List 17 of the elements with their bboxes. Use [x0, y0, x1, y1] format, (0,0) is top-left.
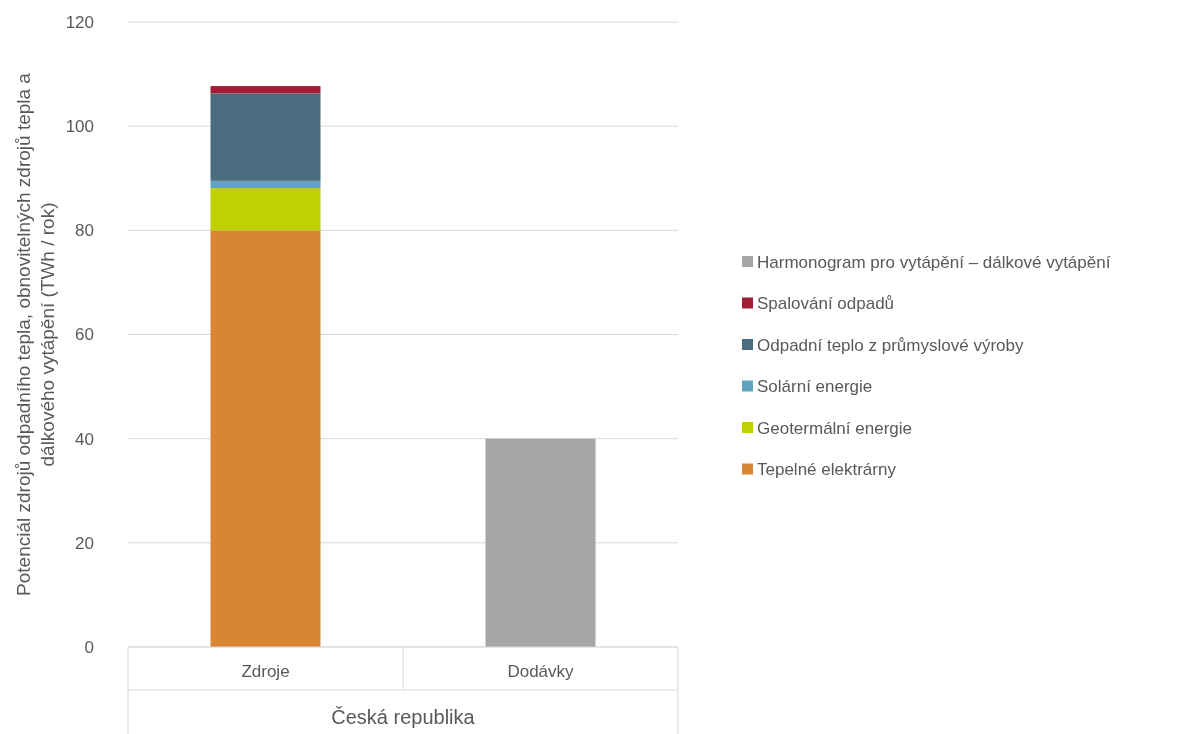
legend-label: Tepelné elektrárny — [757, 460, 897, 480]
y-tick-label: 100 — [65, 117, 94, 137]
legend-label: Geotermální energie — [757, 418, 912, 438]
x-axis-title: Česká republika — [331, 706, 476, 728]
y-axis-title: Potenciál zdrojů odpadního tepla, obnovitelných zdrojů tepla a dálkového vytápění (TWh / rok) — [13, 72, 58, 596]
legend-label: Spalování odpadů — [757, 294, 895, 314]
y-tick-label: 0 — [84, 637, 94, 657]
legend-label: Odpadní teplo z průmyslové výroby — [757, 335, 1024, 355]
y-tick-label: 80 — [75, 221, 94, 241]
y-tick-label: 120 — [65, 12, 94, 32]
x-tick-label: Dodávky — [507, 662, 575, 681]
y-tick-label: 60 — [75, 325, 94, 345]
legend-label: Solární energie — [757, 377, 873, 397]
x-tick-label: Zdroje — [241, 662, 290, 681]
legend-label: Harmonogram pro vytápění – dálkové vytápění — [757, 252, 1111, 272]
y-tick-label: 40 — [75, 429, 94, 449]
y-tick-label: 20 — [75, 533, 94, 553]
